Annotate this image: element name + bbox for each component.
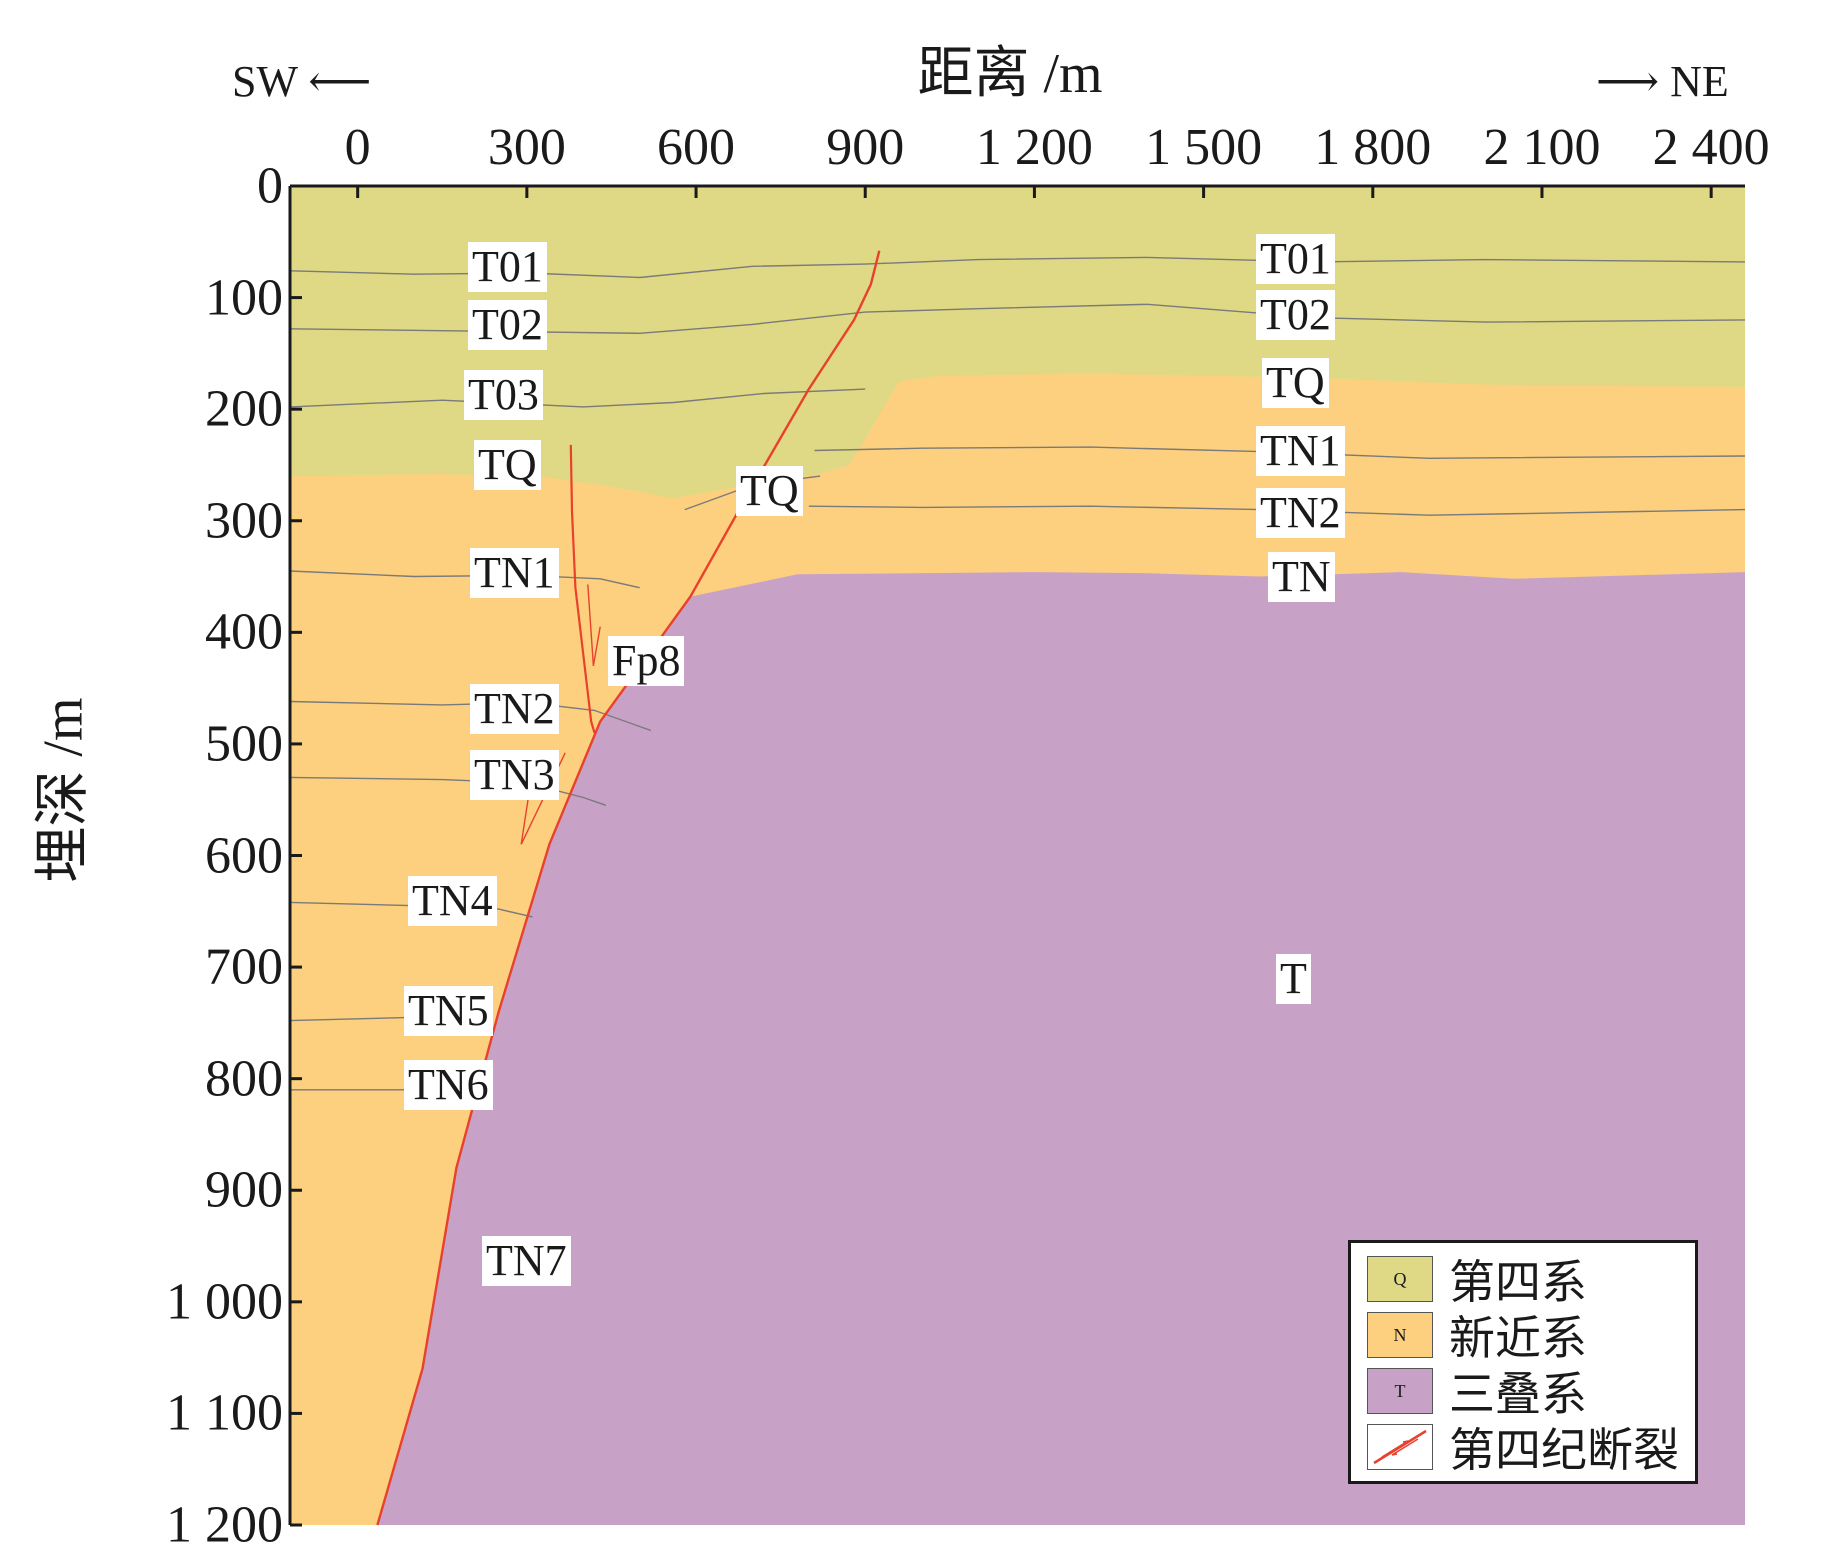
legend-item-quaternary: Q 第四系 (1367, 1253, 1587, 1309)
horizon-label-t01-right: T01 (1256, 234, 1335, 284)
x-tick-label: 0 (344, 119, 371, 176)
x-axis-title: 距离 /m (917, 43, 1103, 105)
slip-arrow (587, 584, 595, 666)
x-tick-label: 1 500 (1145, 119, 1263, 176)
horizon-label-t01-left: T01 (468, 242, 547, 292)
y-tick-label: 700 (205, 938, 283, 996)
direction-left-label: SW (232, 57, 298, 106)
legend-label-fault: 第四纪断裂 (1449, 1423, 1679, 1477)
legend-label-t: 三叠系 (1449, 1367, 1587, 1421)
x-tick-label: 1 800 (1314, 119, 1432, 176)
horizon-label-tn4: TN4 (408, 876, 497, 926)
horizon-label-tn2-right: TN2 (1256, 488, 1345, 538)
legend-item-neogene: N 新近系 (1367, 1309, 1587, 1365)
y-tick-label: 500 (205, 715, 283, 773)
horizon-label-tn-right: TN (1268, 552, 1335, 602)
y-tick-label: 600 (205, 827, 283, 884)
horizon-label-t03-left: T03 (464, 370, 543, 420)
horizon-label-tn7: TN7 (482, 1236, 571, 1286)
basement-label: T (1276, 954, 1311, 1004)
y-tick-label: 100 (205, 269, 283, 327)
y-tick-label: 200 (205, 380, 283, 438)
secondary-fault-line (569, 444, 596, 734)
y-tick-label: 900 (205, 1161, 283, 1219)
horizon-label-tq-right: TQ (1262, 358, 1329, 408)
x-tick-label: 2 400 (1652, 119, 1770, 176)
y-tick-label: 300 (205, 492, 283, 550)
horizon-label-tq-left: TQ (474, 440, 541, 490)
horizon-line (814, 446, 1746, 460)
y-tick-label: 1 200 (166, 1496, 283, 1554)
legend-swatch-n: N (1367, 1312, 1433, 1358)
horizon-label-t02-right: T02 (1256, 290, 1335, 340)
horizon-label-tq-center: TQ (736, 466, 803, 516)
y-tick-label: 800 (205, 1050, 283, 1108)
legend-item-triassic: T 三叠系 (1367, 1365, 1587, 1421)
y-tick-label: 1 100 (166, 1384, 283, 1442)
x-tick-label: 900 (826, 119, 905, 176)
legend-label-q: 第四系 (1449, 1255, 1587, 1309)
horizon-line (808, 505, 1746, 516)
quaternary-area (290, 186, 1745, 499)
legend-swatch-q: Q (1367, 1256, 1433, 1302)
arrow-left-icon: ⟵ (297, 57, 372, 106)
horizon-label-tn5: TN5 (404, 986, 493, 1036)
legend-item-fault: 第四纪断裂 (1367, 1421, 1679, 1477)
legend: Q 第四系 N 新近系 T 三叠系 第四纪断裂 (1348, 1240, 1698, 1484)
x-tick-label: 2 100 (1483, 119, 1601, 176)
direction-right-label: NE (1670, 57, 1729, 106)
legend-swatch-t: T (1367, 1368, 1433, 1414)
y-tick-label: 1 000 (166, 1273, 283, 1331)
arrow-right-icon: ⟶ (1596, 57, 1671, 106)
legend-label-n: 新近系 (1449, 1311, 1587, 1365)
slip-arrow-head (520, 799, 529, 845)
horizon-label-tn2-left: TN2 (470, 684, 559, 734)
direction-left: SW ⟵ (232, 56, 371, 107)
horizon-line (289, 388, 866, 408)
horizon-line (289, 303, 1746, 335)
y-tick-label: 0 (257, 157, 283, 215)
direction-right: ⟶ NE (1596, 56, 1729, 107)
horizon-label-t02-left: T02 (468, 300, 547, 350)
horizon-label-tn1-right: TN1 (1256, 426, 1345, 476)
y-axis-title: 埋深 /m (32, 697, 95, 883)
x-tick-label: 300 (487, 119, 566, 176)
fault-label: Fp8 (608, 636, 685, 686)
fault-arrows-icon (1367, 1424, 1433, 1470)
y-tick-label: 400 (205, 603, 283, 661)
x-tick-label: 600 (657, 119, 736, 176)
slip-arrow-head (592, 626, 601, 666)
x-tick-label: 1 200 (975, 119, 1093, 176)
horizon-label-tn3-left: TN3 (470, 750, 559, 800)
horizon-label-tn6: TN6 (404, 1060, 493, 1110)
horizon-label-tn1-left: TN1 (470, 548, 559, 598)
